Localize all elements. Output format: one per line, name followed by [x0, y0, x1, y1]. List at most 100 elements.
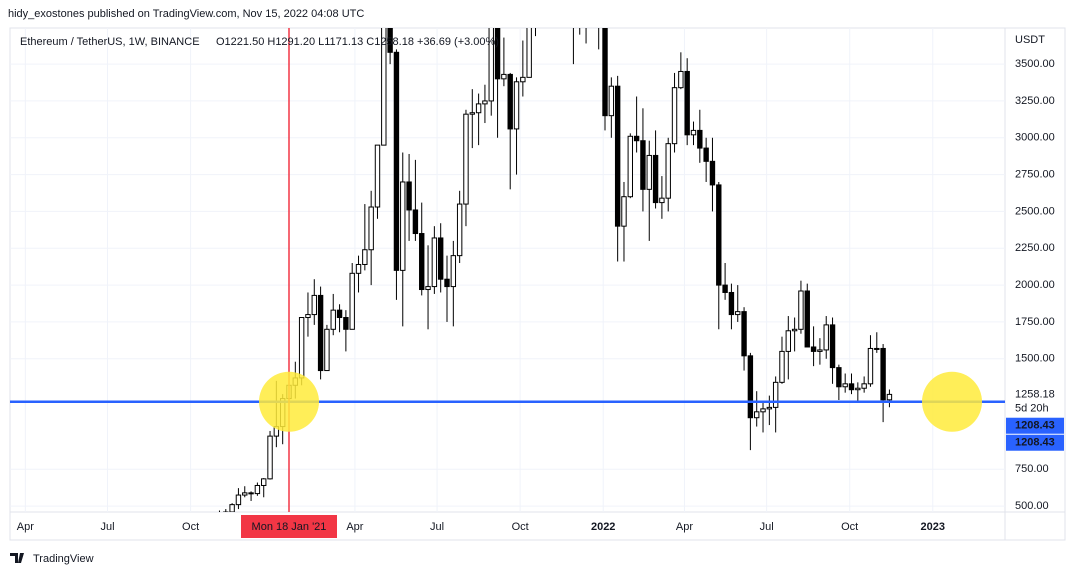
x-tick-label: Apr — [676, 521, 693, 533]
candle-body — [861, 383, 867, 389]
candle-body — [254, 484, 261, 495]
candle-body — [678, 70, 684, 89]
tradingview-logo: TradingView — [10, 553, 94, 565]
candle-body — [368, 206, 374, 251]
candle-body — [848, 383, 855, 391]
candle-body — [684, 70, 690, 136]
candle-body — [614, 85, 621, 227]
candle-body — [716, 184, 722, 286]
hline-label: 1208.43 — [1015, 420, 1055, 432]
y-tick-label: 2250.00 — [1015, 242, 1055, 254]
countdown-label: 5d 20h — [1015, 402, 1049, 414]
candle-body — [494, 28, 501, 80]
candle-body — [412, 209, 419, 235]
candle-body — [437, 237, 444, 280]
candle-body — [810, 346, 817, 352]
y-tick-label: 3250.00 — [1015, 95, 1055, 107]
candle-body — [488, 28, 494, 102]
candle-body — [475, 103, 482, 114]
candle-body — [703, 147, 709, 162]
candle-body — [520, 76, 526, 83]
candle-body — [298, 317, 305, 379]
candle-body — [229, 504, 235, 512]
candle-body — [836, 367, 842, 388]
candle-body — [874, 347, 880, 350]
y-tick-label: 3500.00 — [1015, 58, 1055, 70]
candle-body — [608, 85, 615, 117]
candle-body — [400, 181, 406, 271]
candle-body — [374, 144, 381, 208]
candle-body — [469, 112, 475, 115]
candle-body — [652, 154, 659, 204]
candle-body — [330, 309, 336, 330]
overlay: 1258.18 5d 20h 1208.43 1208.43 Mon 18 Jan '2… — [10, 28, 1064, 538]
candle-body — [419, 233, 425, 291]
candle-body — [362, 249, 368, 265]
candle-body — [709, 160, 716, 186]
candle-body — [867, 347, 874, 385]
candle-body — [779, 350, 785, 383]
candles — [218, 28, 893, 512]
candle-body — [450, 255, 457, 288]
x-tick-label: Jul — [430, 521, 444, 533]
candle-body — [248, 492, 254, 495]
candle-body — [728, 291, 735, 316]
candle-body — [722, 284, 728, 293]
y-tick-label: 1750.00 — [1015, 316, 1055, 328]
candle-body — [349, 272, 355, 330]
hline-label-box — [1006, 434, 1064, 451]
candle-body — [602, 28, 608, 117]
candle-body — [381, 28, 387, 146]
candle-body — [507, 73, 513, 130]
candle-body — [785, 330, 792, 352]
logo-icon — [10, 553, 24, 563]
candle-body — [355, 263, 362, 274]
candle-body — [501, 73, 507, 80]
candle-body — [646, 154, 652, 190]
candle-body — [267, 435, 273, 480]
x-tick-label: Oct — [841, 521, 858, 533]
candle-body — [829, 324, 836, 369]
y-tick-label: 500.00 — [1015, 500, 1049, 512]
hline-label: 1208.43 — [1015, 437, 1055, 449]
candle-body — [659, 197, 665, 204]
candle-body — [336, 309, 343, 319]
ohlc-readout: O1221.50 H1291.20 L1171.13 C1258.18 +36.… — [216, 36, 499, 48]
candle-body — [513, 81, 520, 130]
candle-body — [842, 383, 848, 388]
x-tick-label: Oct — [182, 521, 199, 533]
symbol-title: Ethereum / TetherUS, 1W, BINANCE — [20, 36, 200, 48]
y-tick-label: 750.00 — [1015, 463, 1049, 475]
candle-body — [817, 349, 823, 352]
candle-body — [665, 143, 671, 199]
candle-body — [526, 28, 532, 78]
candle-body — [747, 355, 754, 419]
candle-body — [621, 196, 627, 227]
candle-body — [640, 140, 646, 190]
y-tick-label: 1500.00 — [1015, 353, 1055, 365]
candle-body — [798, 290, 804, 330]
candle-body — [311, 294, 317, 316]
x-tick-label: Oct — [512, 521, 529, 533]
candle-body — [633, 135, 640, 142]
candle-body — [425, 286, 431, 291]
candle-body — [261, 478, 267, 486]
candle-body — [886, 393, 893, 401]
brand: TradingView — [33, 553, 94, 565]
candle-body — [463, 113, 469, 205]
candle-body — [855, 387, 861, 391]
highlight-circle — [258, 371, 319, 432]
unit-label: USDT — [1015, 34, 1045, 46]
candle-body — [406, 181, 412, 211]
x-tick-label: Apr — [346, 521, 363, 533]
candle-body — [456, 203, 463, 257]
last-price-label: 1258.18 — [1015, 388, 1055, 400]
candle-body — [393, 51, 400, 271]
candle-body — [235, 494, 242, 506]
y-tick-label: 3000.00 — [1015, 132, 1055, 144]
candle-body — [791, 328, 798, 332]
x-tick-label: Apr — [17, 521, 34, 533]
candle-body — [735, 311, 741, 316]
